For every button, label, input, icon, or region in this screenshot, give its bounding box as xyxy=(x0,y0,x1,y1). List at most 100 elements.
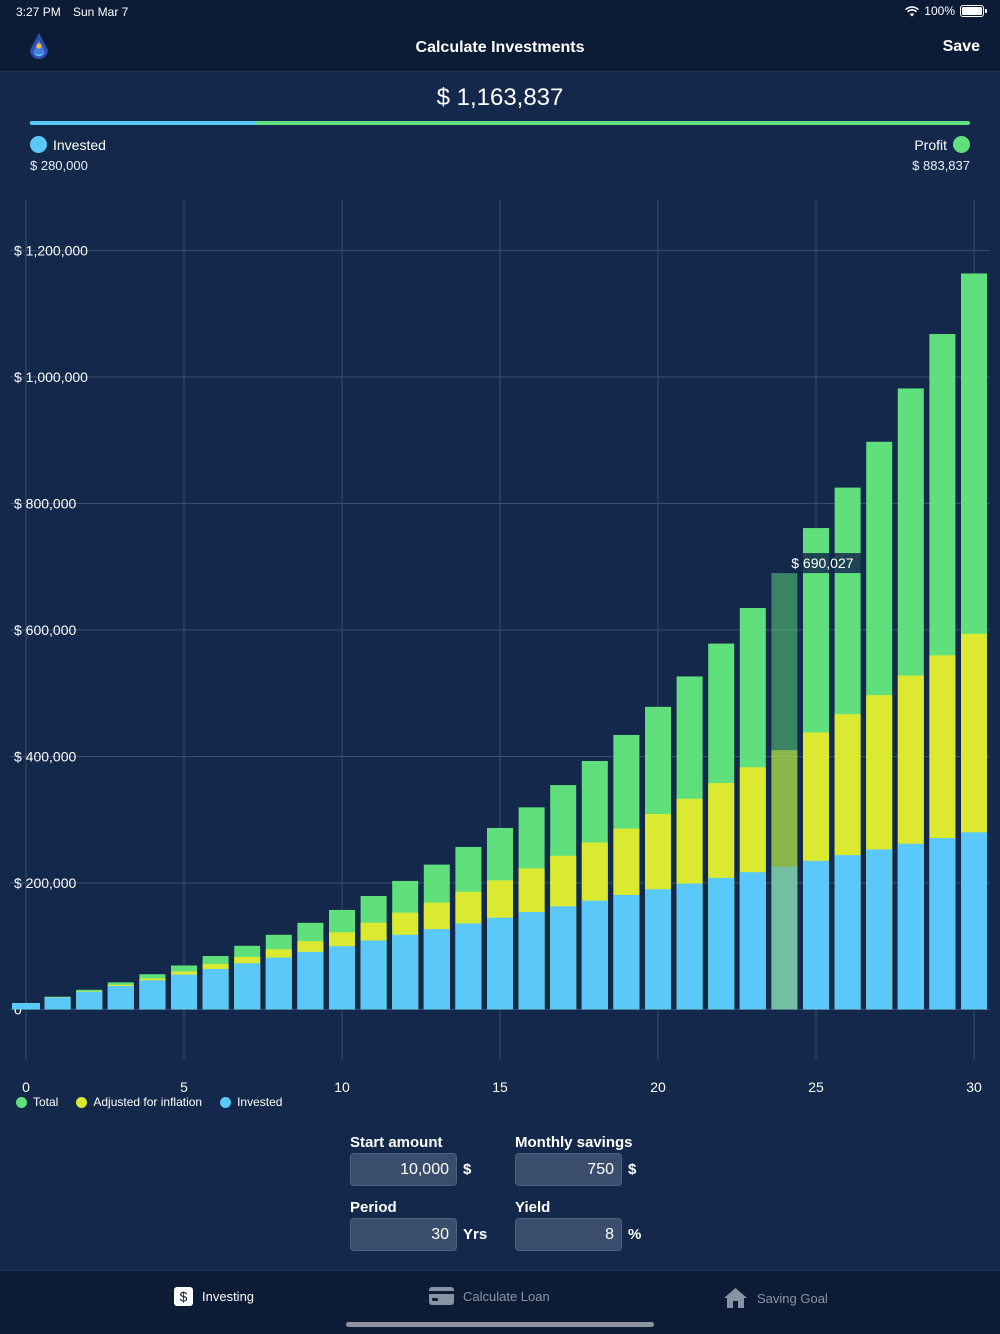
inflation-dot-icon xyxy=(76,1096,88,1108)
calculator-inputs: Start amount $ Monthly savings $ Period … xyxy=(350,1134,670,1254)
home-indicator[interactable] xyxy=(346,1322,654,1327)
start-amount-unit: $ xyxy=(463,1161,472,1178)
house-icon xyxy=(724,1288,747,1308)
tab-label-investing: Investing xyxy=(202,1289,255,1304)
x-tick-label: 20 xyxy=(650,1079,666,1095)
start-amount-label: Start amount xyxy=(350,1134,443,1151)
total-dot-icon xyxy=(16,1096,27,1108)
bar-invested xyxy=(739,872,766,1010)
bar-invested xyxy=(676,883,703,1010)
bar-invested xyxy=(12,1003,40,1010)
app-logo-icon[interactable] xyxy=(28,32,50,62)
status-time: 3:27 PM xyxy=(16,5,61,19)
monthly-savings-group: Monthly savings $ xyxy=(515,1134,636,1186)
period-group: Period Yrs xyxy=(350,1199,487,1251)
invested-summary: Invested $ 280,000 xyxy=(30,136,106,173)
yield-unit: % xyxy=(628,1226,642,1243)
bar-invested xyxy=(897,843,924,1010)
period-input[interactable] xyxy=(350,1218,457,1251)
bar-invested xyxy=(202,968,229,1010)
bar-invested xyxy=(929,838,956,1010)
page-title: Calculate Investments xyxy=(415,39,585,56)
y-tick-label: $ 600,000 xyxy=(14,622,76,638)
tab-bar: $ Investing Calculate Loan Saving Goal xyxy=(0,1270,1000,1334)
y-tick-label: $ 200,000 xyxy=(14,875,76,891)
profit-summary: Profit $ 883,837 xyxy=(912,136,970,173)
bar-invested xyxy=(329,946,355,1010)
bar-invested xyxy=(139,980,166,1010)
total-amount: $ 1,163,837 xyxy=(436,84,564,111)
bar-invested xyxy=(234,963,261,1010)
save-button[interactable]: Save xyxy=(942,38,980,55)
x-tick-label: 25 xyxy=(808,1079,824,1095)
invested-dot-icon xyxy=(30,136,47,153)
navigation-bar: Calculate Investments Save xyxy=(0,24,1000,72)
battery-percentage: 100% xyxy=(924,4,955,18)
yield-input[interactable] xyxy=(515,1218,622,1251)
bar-invested xyxy=(265,957,292,1010)
y-tick-label: $ 1,200,000 xyxy=(14,243,88,259)
monthly-savings-label: Monthly savings xyxy=(515,1134,633,1151)
period-unit: Yrs xyxy=(463,1226,488,1243)
invested-legend-dot-icon xyxy=(220,1096,232,1108)
start-amount-group: Start amount $ xyxy=(350,1134,471,1186)
profit-label: Profit xyxy=(914,136,947,153)
status-indicators: 100% xyxy=(905,4,987,18)
bar-invested xyxy=(708,877,735,1010)
legend-label-invested: Invested xyxy=(237,1095,283,1109)
bar-invested xyxy=(834,855,861,1010)
bar-invested xyxy=(866,849,893,1010)
bar-invested xyxy=(961,832,987,1010)
bar-invested xyxy=(360,940,387,1010)
yield-label: Yield xyxy=(515,1199,551,1216)
bar-invested xyxy=(297,951,324,1010)
x-tick-label: 5 xyxy=(180,1079,188,1095)
battery-icon xyxy=(960,5,987,17)
invested-value: $ 280,000 xyxy=(30,158,88,173)
profit-dot-icon xyxy=(953,136,970,153)
tab-calculate-loan[interactable]: Calculate Loan xyxy=(429,1287,550,1305)
monthly-savings-input[interactable] xyxy=(515,1153,622,1186)
status-bar: 3:27 PM Sun Mar 7 100% xyxy=(0,0,1000,24)
bar-invested xyxy=(613,894,640,1010)
y-tick-label: $ 400,000 xyxy=(14,748,76,764)
y-tick-label: $ 800,000 xyxy=(14,496,76,512)
bar-invested xyxy=(803,860,829,1010)
x-tick-label: 15 xyxy=(492,1079,508,1095)
period-label: Period xyxy=(350,1199,397,1216)
legend-item-invested: Invested xyxy=(220,1095,282,1109)
highlight-value-label: $ 690,027 xyxy=(791,555,853,571)
legend-label-total: Total xyxy=(33,1095,59,1109)
bar-invested xyxy=(76,991,103,1010)
bar-invested xyxy=(487,917,513,1010)
bar-invested xyxy=(423,929,450,1010)
y-tick-label: $ 1,000,000 xyxy=(14,369,88,385)
bar-invested xyxy=(518,912,545,1010)
x-tick-label: 0 xyxy=(22,1079,30,1095)
bar-invested xyxy=(107,986,134,1010)
bar-invested xyxy=(771,866,798,1010)
tab-investing[interactable]: $ Investing xyxy=(174,1287,254,1306)
invested-label: Invested xyxy=(53,136,106,153)
legend-label-inflation: Adjusted for inflation xyxy=(93,1095,203,1109)
legend-item-inflation: Adjusted for inflation xyxy=(76,1095,202,1109)
highlight-label-background xyxy=(786,553,863,574)
bar-invested xyxy=(550,906,577,1010)
bar-invested xyxy=(645,889,671,1010)
invested-ratio-fill xyxy=(30,121,257,125)
invested-profit-ratio-bar xyxy=(30,121,970,125)
status-date: Sun Mar 7 xyxy=(73,5,129,19)
monthly-savings-unit: $ xyxy=(628,1161,637,1178)
svg-text:$: $ xyxy=(180,1289,188,1305)
bar-invested xyxy=(171,974,197,1010)
investment-growth-chart[interactable]: 0510152025300$ 200,000$ 400,000$ 600,000… xyxy=(0,190,1000,1095)
wifi-icon xyxy=(905,5,920,16)
dollar-icon: $ xyxy=(174,1287,193,1306)
legend-item-total: Total xyxy=(16,1095,58,1109)
start-amount-input[interactable] xyxy=(350,1153,457,1186)
tab-saving-goal[interactable]: Saving Goal xyxy=(723,1287,828,1309)
bar-invested xyxy=(455,923,482,1010)
yield-group: Yield % xyxy=(515,1199,641,1251)
profit-value: $ 883,837 xyxy=(912,158,970,173)
x-tick-label: 30 xyxy=(966,1079,982,1095)
